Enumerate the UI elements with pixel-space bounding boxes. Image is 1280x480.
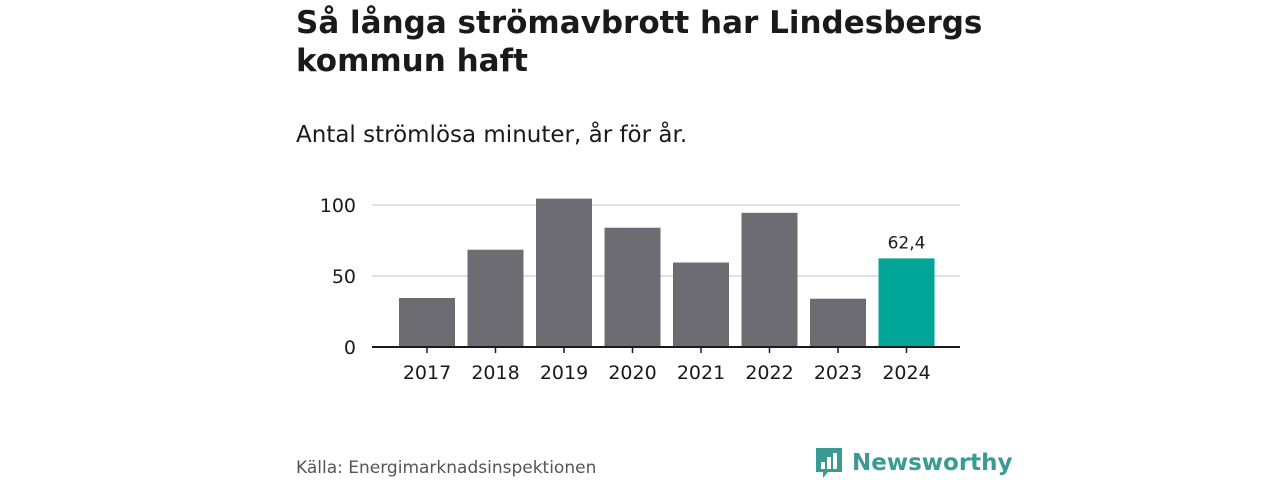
- y-tick-label: 100: [320, 195, 356, 217]
- bar-2017: [399, 298, 455, 347]
- bar-chart-icon: [816, 448, 842, 478]
- y-tick-label: 0: [344, 337, 356, 359]
- bar-2022: [741, 212, 798, 347]
- bar-2023: [810, 298, 866, 347]
- x-tick-label: 2021: [677, 362, 725, 384]
- chart-title: Så långa strömavbrott har Lindesbergs ko…: [296, 5, 983, 79]
- brand-name: Newsworthy: [852, 450, 1013, 476]
- newsworthy-logo: Newsworthy: [814, 446, 1013, 480]
- x-tick-label: 2019: [540, 362, 588, 384]
- chart-subtitle: Antal strömlösa minuter, år för år.: [296, 122, 688, 148]
- x-tick-label: 2023: [814, 362, 862, 384]
- x-tick-label: 2020: [608, 362, 656, 384]
- bar-2020: [604, 227, 661, 347]
- x-tick-label: 2017: [403, 362, 451, 384]
- y-tick-label: 50: [332, 266, 356, 288]
- bar-2024: [878, 258, 935, 347]
- x-tick-label: 2018: [471, 362, 519, 384]
- data-label: 62,4: [888, 233, 926, 253]
- x-tick-label: 2024: [882, 362, 930, 384]
- bar-2021: [673, 262, 729, 347]
- source-note: Källa: Energimarknadsinspektionen: [296, 458, 597, 478]
- bar-chart: 0 50 100 2017 2018 2019 2020 2021 2022 2023 2024 62…: [320, 195, 960, 384]
- bar-2019: [536, 198, 592, 347]
- x-tick-label: 2022: [745, 362, 793, 384]
- bar-2018: [467, 249, 524, 347]
